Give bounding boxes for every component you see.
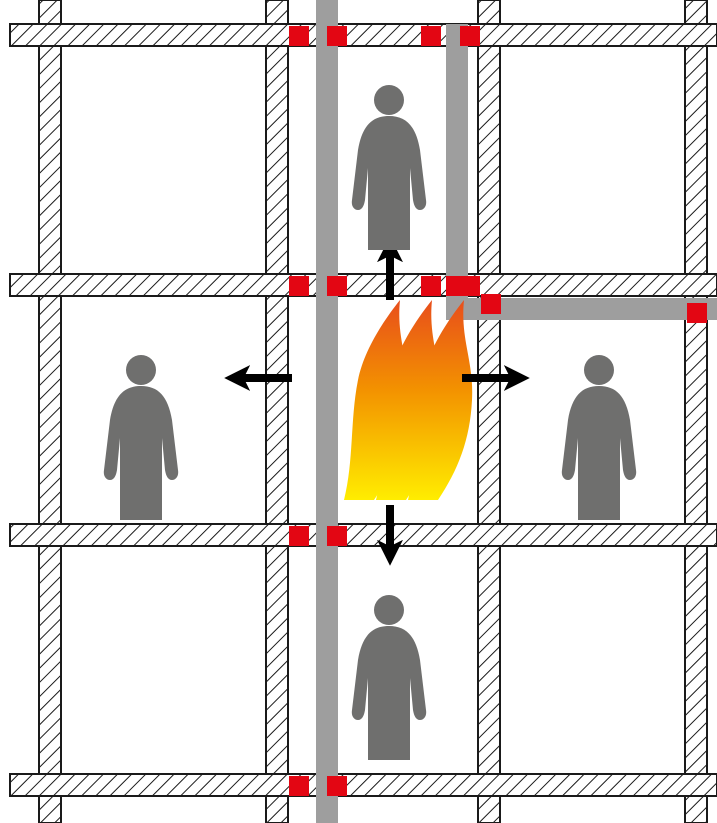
firestop [421,26,441,46]
firestop [460,26,480,46]
firestop [327,276,347,296]
firestop [289,776,309,796]
wall-segment [10,274,717,296]
person-icon [562,355,636,520]
pipe-l-vertical [446,24,468,320]
wall-segment [10,24,717,46]
firestop [289,526,309,546]
person-icon [104,355,178,520]
wall-segment [478,0,500,823]
firestop [289,26,309,46]
person-icon [352,85,426,250]
firestop [481,294,501,314]
firestop [687,303,707,323]
firestop [327,776,347,796]
firestop [421,276,441,296]
wall-segment [39,0,61,823]
firestop [327,26,347,46]
wall-segment [685,0,707,823]
wall-segment [266,0,288,823]
firestop [460,276,480,296]
wall-segment [10,524,717,546]
person-icon [352,595,426,760]
wall-segment [10,774,717,796]
pipe-vertical [316,0,338,823]
firestop [327,526,347,546]
fire-compartment-diagram [0,0,717,823]
firestop [289,276,309,296]
